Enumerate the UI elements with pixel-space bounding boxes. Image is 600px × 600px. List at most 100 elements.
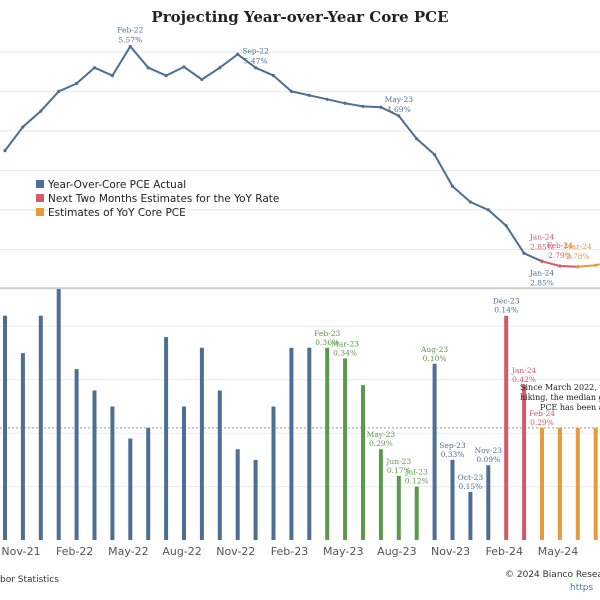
line-point — [325, 97, 329, 101]
bottom-gridlines — [0, 325, 600, 488]
line-annotation-value: 5.47% — [244, 57, 268, 66]
bar — [146, 427, 151, 540]
line-point — [289, 89, 293, 93]
bar-annotation-date: Feb-24 — [529, 409, 555, 418]
bar — [396, 475, 401, 540]
legend-swatch-actual — [36, 180, 44, 188]
line-series — [3, 44, 600, 269]
line-annotation-date: May-23 — [385, 95, 414, 104]
line-point — [3, 149, 7, 153]
bar — [217, 390, 222, 540]
bar — [414, 486, 419, 540]
bar-annotation-value: 0.15% — [458, 482, 482, 491]
line-point — [486, 208, 490, 212]
x-tick-label: Feb-24 — [486, 545, 523, 558]
x-tick-label: Aug-23 — [377, 545, 416, 558]
bar-annotation-value: 0.12% — [405, 477, 429, 486]
line-annotation-value: 5.57% — [118, 35, 142, 44]
bar — [557, 427, 562, 540]
line-point — [594, 263, 598, 267]
x-tick-label: Nov-22 — [216, 545, 255, 558]
bar-annotation-date: May-23 — [367, 430, 396, 439]
bar — [486, 465, 491, 540]
x-tick-label: Nov-23 — [431, 545, 470, 558]
bar — [110, 406, 115, 540]
chart-title: Projecting Year-over-Year Core PCE — [151, 8, 449, 26]
note-line-2: hiking, the median gain i — [520, 393, 600, 402]
line-point — [128, 44, 132, 48]
line-series-0 — [4, 45, 543, 263]
line-annotations: Feb-225.57%Sep-225.47%May-234.69%Jan-242… — [117, 25, 600, 287]
bar — [343, 358, 348, 540]
x-tick-label: May-22 — [108, 545, 149, 558]
bar-annotation-date: Jul-23 — [405, 468, 429, 477]
line-annotation-date: Jan-24 — [529, 232, 555, 241]
line-annotation-date: Feb-24 — [547, 241, 573, 250]
line-point — [218, 66, 222, 70]
bar-annotation-date: Jun-23 — [385, 457, 411, 466]
line-point — [21, 125, 25, 129]
line-point — [504, 224, 508, 228]
bar — [271, 406, 276, 540]
line-point — [39, 109, 43, 113]
bar-series — [3, 289, 598, 540]
bar — [325, 347, 330, 540]
legend: Year-Over-Core PCE Actual Next Two Month… — [36, 179, 279, 219]
line-point — [397, 114, 401, 118]
x-tick-label: Aug-22 — [162, 545, 201, 558]
bar — [289, 347, 294, 540]
line-annotation-date: Sep-22 — [242, 47, 269, 56]
bar — [92, 390, 97, 540]
line-point — [558, 264, 562, 268]
source-text: bor Statistics — [0, 575, 59, 585]
bar-annotation-value: 0.33% — [441, 450, 465, 459]
bar — [182, 406, 186, 540]
legend-swatch-estimate — [36, 194, 44, 202]
bar — [20, 353, 25, 540]
bar-annotation-date: Dec-23 — [493, 297, 520, 306]
bar-annotations: Feb-230.36%Mar-230.34%May-230.29%Jun-230… — [314, 297, 555, 491]
credit-link[interactable]: https — [570, 583, 593, 593]
top-gridlines — [0, 51, 600, 290]
note-line-1: Since March 2022, when — [520, 383, 600, 392]
line-point — [576, 265, 580, 269]
line-annotation-value: 2.78% — [566, 252, 590, 261]
x-tick-label: Feb-22 — [56, 545, 93, 558]
line-point — [57, 89, 61, 93]
bar — [378, 449, 383, 540]
bar — [38, 315, 43, 540]
bar — [235, 449, 240, 540]
line-annotation-date: Jan-24 — [529, 268, 555, 277]
line-point — [182, 65, 186, 69]
line-point — [415, 137, 419, 141]
legend-label-yoy-estimate: Estimates of YoY Core PCE — [48, 207, 186, 219]
legend-label-estimate: Next Two Months Estimates for the YoY Ra… — [48, 193, 279, 205]
bar — [3, 315, 7, 540]
line-point — [236, 52, 240, 56]
bar-annotation-value: 0.10% — [423, 354, 447, 363]
bar-annotation-date: Mar-23 — [331, 339, 359, 348]
line-point — [271, 74, 276, 78]
median-note: Since March 2022, when hiking, the media… — [520, 383, 600, 412]
line-point — [361, 104, 365, 109]
line-annotation-value: 2.85% — [530, 242, 554, 251]
line-point — [254, 66, 258, 70]
line-point — [343, 101, 347, 105]
bar-annotation-date: Feb-23 — [314, 329, 340, 338]
legend-swatch-yoy-estimate — [36, 208, 44, 216]
bar — [74, 369, 79, 540]
line-point — [379, 105, 383, 109]
line-point — [164, 74, 168, 78]
bar-annotation-value: 0.29% — [530, 418, 554, 427]
line-point — [110, 74, 114, 78]
line-annotation-value: 4.69% — [387, 105, 411, 114]
bar — [575, 427, 580, 540]
line-point — [522, 251, 526, 255]
bar-annotation-value: 0.34% — [333, 348, 357, 357]
bar — [504, 315, 509, 540]
bar-annotation-date: Sep-23 — [439, 441, 466, 450]
bar-annotation-date: Jan-24 — [511, 366, 537, 375]
line-point — [146, 66, 150, 70]
line-point — [92, 66, 97, 70]
